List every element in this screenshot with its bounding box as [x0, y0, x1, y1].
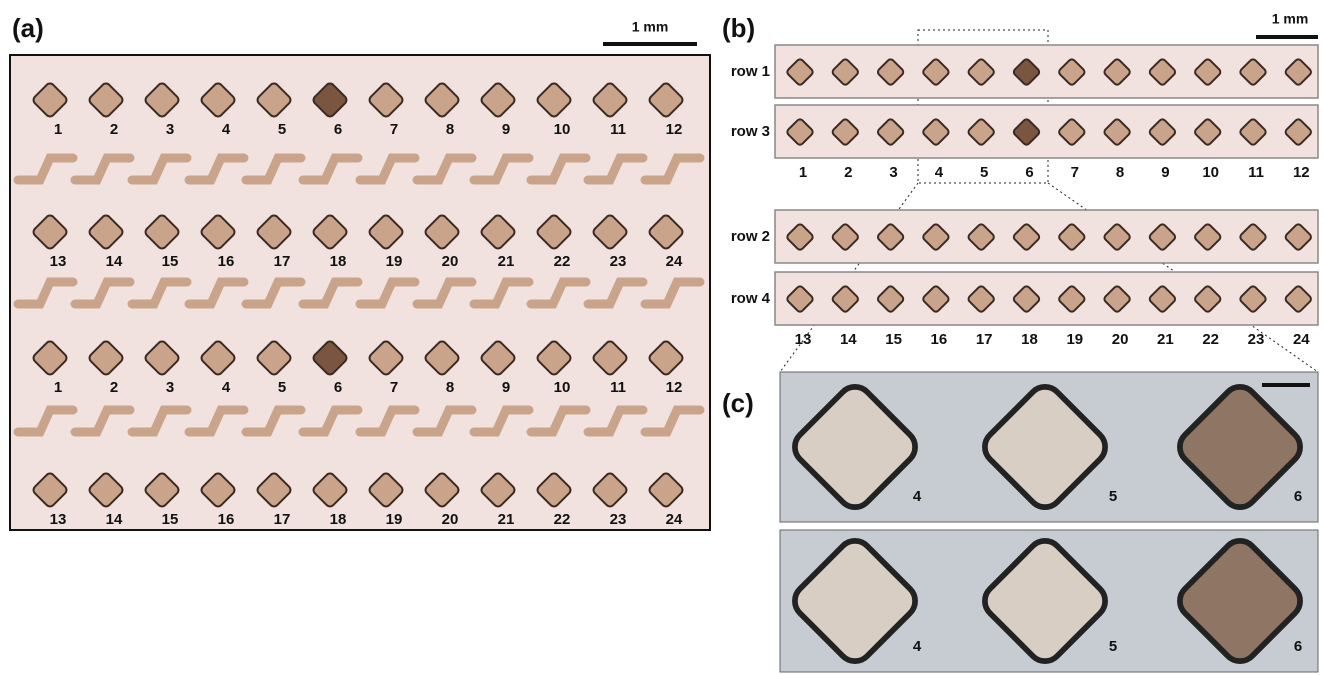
well-number: 14	[840, 331, 857, 348]
well-number: 12	[1293, 164, 1310, 181]
well-number: 11	[610, 121, 626, 138]
well-number: 2	[110, 379, 118, 396]
well-number: 12	[666, 379, 683, 396]
well-number: 17	[976, 331, 993, 348]
well-number: 2	[844, 164, 852, 181]
well-number: 7	[1071, 164, 1079, 181]
well-number: 6	[334, 121, 342, 138]
well-number: 24	[666, 511, 683, 528]
well-number: 24	[666, 253, 683, 270]
well-number: 9	[502, 379, 510, 396]
well-number: 6	[334, 379, 342, 396]
well-number: 1	[54, 379, 62, 396]
well-number: 19	[1066, 331, 1083, 348]
row-label: row 2	[731, 228, 770, 245]
well-number: 6	[1294, 488, 1302, 505]
well-number: 21	[1157, 331, 1174, 348]
row-label: row 1	[731, 63, 770, 80]
well-number: 21	[498, 253, 515, 270]
well-number: 4	[913, 488, 922, 505]
panel-c-label: (c)	[722, 388, 754, 418]
well-number: 5	[278, 121, 286, 138]
scale-bar-label: 1 mm	[632, 19, 669, 35]
well-number: 18	[1021, 331, 1038, 348]
well-number: 4	[222, 121, 231, 138]
well-number: 15	[162, 253, 179, 270]
well-number: 17	[274, 253, 291, 270]
well-number: 8	[1116, 164, 1124, 181]
well-number: 18	[330, 511, 347, 528]
well-number: 4	[935, 164, 944, 181]
well-number: 7	[390, 121, 398, 138]
panel-a-label: (a)	[12, 13, 44, 43]
well-number: 14	[106, 253, 123, 270]
scale-bar-label: 1 mm	[1272, 11, 1309, 27]
well-number: 9	[502, 121, 510, 138]
well-number: 1	[54, 121, 62, 138]
well-number: 9	[1161, 164, 1169, 181]
figure: (a) 1 mm (b) 1 mm (c) 123456789101112131…	[0, 0, 1324, 675]
well-number: 16	[218, 253, 235, 270]
well-number: 1	[799, 164, 807, 181]
well-number: 24	[1293, 331, 1310, 348]
well-number: 19	[386, 511, 403, 528]
well-number: 5	[1109, 638, 1117, 655]
well-number: 23	[610, 253, 627, 270]
well-number: 17	[274, 511, 291, 528]
well-number: 10	[1202, 164, 1219, 181]
well-number: 16	[218, 511, 235, 528]
well-number: 3	[166, 121, 174, 138]
well-number: 22	[554, 253, 571, 270]
well-number: 7	[390, 379, 398, 396]
well-number: 3	[166, 379, 174, 396]
well-number: 5	[1109, 488, 1117, 505]
well-number: 13	[50, 511, 67, 528]
panel-b-label: (b)	[722, 13, 755, 43]
well-number: 14	[106, 511, 123, 528]
well-number: 23	[610, 511, 627, 528]
well-number: 19	[386, 253, 403, 270]
well-number: 20	[442, 511, 459, 528]
well-number: 11	[1248, 164, 1264, 181]
well-number: 6	[1294, 638, 1302, 655]
well-number: 5	[980, 164, 988, 181]
well-number: 20	[1112, 331, 1129, 348]
well-number: 10	[554, 121, 571, 138]
well-number: 22	[554, 511, 571, 528]
well-number: 8	[446, 121, 454, 138]
well-number: 15	[885, 331, 902, 348]
well-number: 10	[554, 379, 571, 396]
well-number: 21	[498, 511, 515, 528]
well-number: 23	[1248, 331, 1265, 348]
well-number: 16	[931, 331, 948, 348]
well-number: 3	[889, 164, 897, 181]
well-number: 18	[330, 253, 347, 270]
well-number: 5	[278, 379, 286, 396]
well-number: 20	[442, 253, 459, 270]
well-number: 6	[1025, 164, 1033, 181]
well-number: 4	[222, 379, 231, 396]
well-number: 11	[610, 379, 626, 396]
well-number: 2	[110, 121, 118, 138]
row-label: row 4	[731, 290, 771, 307]
well-number: 4	[913, 638, 922, 655]
well-number: 22	[1202, 331, 1219, 348]
well-number: 8	[446, 379, 454, 396]
row-label: row 3	[731, 123, 770, 140]
well-number: 13	[795, 331, 812, 348]
well-number: 13	[50, 253, 67, 270]
well-number: 15	[162, 511, 179, 528]
well-number: 12	[666, 121, 683, 138]
